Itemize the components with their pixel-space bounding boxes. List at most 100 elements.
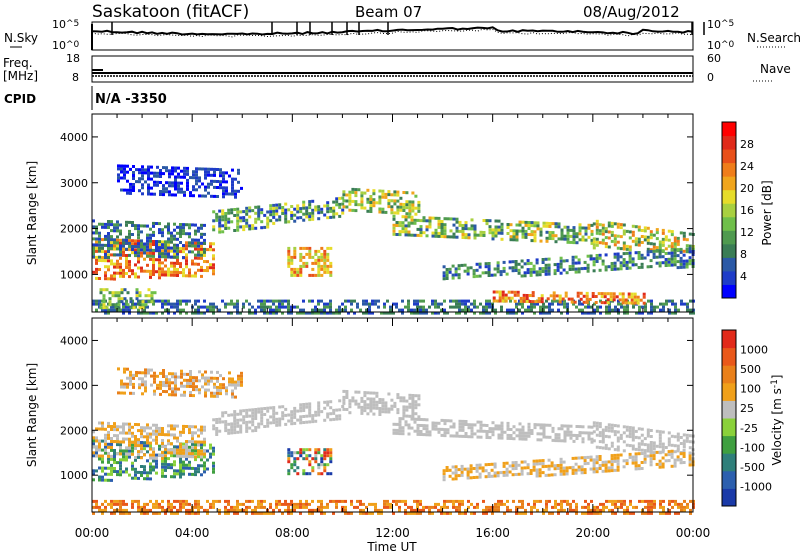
heatmap-cell (686, 308, 689, 312)
heatmap-cell (437, 219, 441, 223)
heatmap-cell (272, 221, 276, 225)
heatmap-cell (176, 268, 179, 271)
heatmap-cell (92, 252, 95, 256)
heatmap-cell (143, 508, 146, 512)
heatmap-cell (389, 505, 392, 509)
heatmap-cell (251, 408, 255, 412)
heatmap-cell (398, 221, 402, 225)
heatmap-cell (566, 234, 570, 238)
heatmap-cell (113, 449, 116, 452)
heatmap-cell (506, 499, 509, 503)
heatmap-cell (290, 311, 293, 315)
heatmap-cell (372, 192, 376, 196)
heatmap-cell (499, 270, 503, 274)
heatmap-cell (98, 427, 101, 431)
heatmap-cell (197, 443, 200, 447)
heatmap-cell (266, 225, 270, 229)
heatmap-cell (317, 211, 321, 215)
heatmap-cell (566, 240, 570, 244)
heatmap-cell (143, 248, 146, 252)
heatmap-cell (583, 462, 587, 466)
heatmap-cell (682, 265, 686, 269)
heatmap-cell (419, 219, 423, 223)
heatmap-cell (369, 400, 373, 404)
heatmap-cell (326, 246, 330, 250)
heatmap-cell (212, 461, 215, 465)
heatmap-cell (284, 217, 288, 221)
heatmap-cell (526, 268, 530, 272)
heatmap-cell (140, 311, 143, 315)
heatmap-cell (186, 184, 189, 188)
heatmap-cell (128, 244, 131, 248)
heatmap-cell (134, 423, 137, 426)
heatmap-cell (290, 499, 293, 503)
heatmap-cell (320, 207, 324, 211)
heatmap-cell (110, 442, 113, 446)
heatmap-cell (470, 218, 474, 222)
heatmap-cell (616, 252, 620, 256)
heatmap-cell (635, 311, 638, 315)
heatmap-cell (107, 268, 110, 272)
heatmap-cell (125, 257, 128, 260)
heatmap-cell (554, 433, 558, 437)
heatmap-cell (216, 168, 219, 171)
heatmap-cell (216, 186, 219, 189)
heatmap-cell (155, 258, 158, 262)
heatmap-cell (314, 252, 318, 256)
heatmap-cell (152, 311, 155, 315)
heatmap-cell (640, 241, 644, 244)
heatmap-cell (405, 203, 409, 207)
heatmap-cell (466, 473, 470, 477)
heatmap-cell (377, 305, 380, 309)
heatmap-cell (230, 299, 233, 303)
heatmap-cell (395, 431, 399, 435)
heatmap-cell (455, 305, 458, 309)
heatmap-cell (579, 297, 583, 301)
heatmap-cell (522, 299, 526, 303)
heatmap-cell (544, 257, 548, 261)
heatmap-cell (627, 292, 631, 296)
heatmap-cell (311, 208, 315, 212)
heatmap-cell (509, 238, 513, 242)
heatmap-cell (338, 311, 341, 315)
heatmap-cell (182, 466, 185, 470)
heatmap-cell (182, 226, 185, 230)
heatmap-cell (470, 423, 474, 427)
heatmap-cell (101, 424, 104, 428)
heatmap-cell (643, 235, 647, 239)
heatmap-cell (384, 404, 388, 408)
heatmap-cell (649, 463, 653, 467)
heatmap-cell (323, 252, 327, 256)
heatmap-cell (540, 297, 544, 301)
heatmap-cell (293, 273, 297, 277)
heatmap-cell (278, 305, 281, 309)
heatmap-cell (655, 462, 659, 466)
heatmap-cell (222, 195, 225, 199)
heatmap-cell (479, 230, 483, 234)
heatmap-cell (210, 394, 213, 398)
heatmap-cell (183, 172, 186, 176)
heatmap-cell (224, 423, 228, 427)
heatmap-cell (446, 505, 449, 509)
heatmap-cell (448, 267, 452, 271)
heatmap-cell (308, 408, 312, 412)
heatmap-cell (646, 250, 650, 254)
heatmap-cell (670, 452, 674, 456)
heatmap-cell (482, 508, 485, 512)
heatmap-cell (550, 461, 554, 465)
heatmap-cell (182, 268, 185, 272)
heatmap-cell (416, 299, 419, 303)
heatmap-cell (402, 405, 406, 409)
heatmap-cell (506, 433, 510, 437)
heatmap-cell (122, 247, 125, 251)
heatmap-cell (399, 202, 403, 206)
heatmap-cell (464, 423, 468, 426)
heatmap-cell (230, 508, 233, 512)
heatmap-cell (191, 455, 194, 459)
heatmap-cell (308, 212, 312, 216)
heatmap-cell (269, 219, 273, 223)
heatmap-cell (622, 465, 626, 469)
heatmap-cell (431, 421, 435, 425)
heatmap-cell (254, 217, 258, 221)
heatmap-cell (188, 440, 191, 444)
